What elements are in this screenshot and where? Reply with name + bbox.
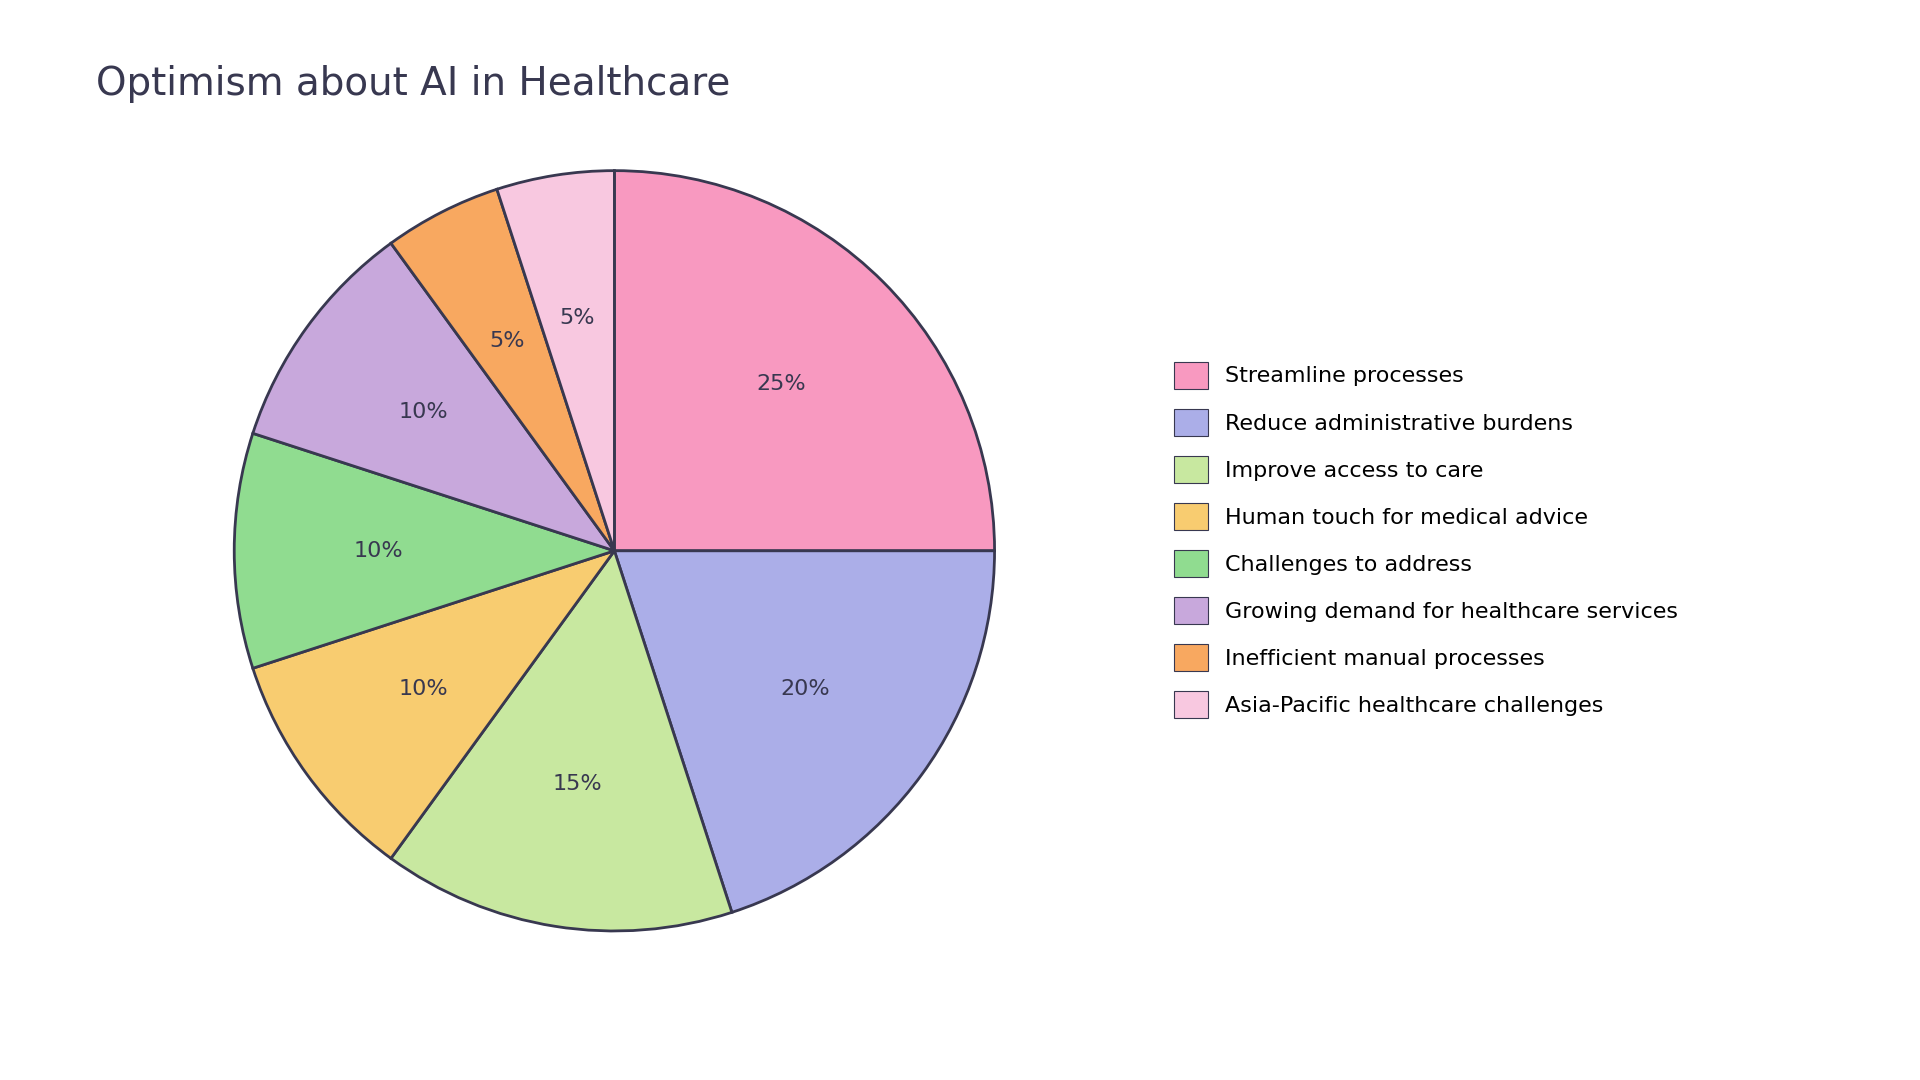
Text: 10%: 10% xyxy=(353,541,403,561)
Text: 10%: 10% xyxy=(399,402,449,422)
Text: 20%: 20% xyxy=(780,679,829,700)
Text: 10%: 10% xyxy=(399,679,449,700)
Wedge shape xyxy=(614,171,995,551)
Wedge shape xyxy=(392,551,732,931)
Text: 5%: 5% xyxy=(561,308,595,328)
Wedge shape xyxy=(253,243,614,551)
Wedge shape xyxy=(614,551,995,913)
Wedge shape xyxy=(497,171,614,551)
Text: 15%: 15% xyxy=(553,773,603,794)
Wedge shape xyxy=(253,551,614,859)
Text: Optimism about AI in Healthcare: Optimism about AI in Healthcare xyxy=(96,65,730,103)
Wedge shape xyxy=(234,433,614,669)
Text: 5%: 5% xyxy=(490,330,526,351)
Text: 25%: 25% xyxy=(756,374,806,394)
Legend: Streamline processes, Reduce administrative burdens, Improve access to care, Hum: Streamline processes, Reduce administrat… xyxy=(1164,350,1690,730)
Wedge shape xyxy=(392,189,614,551)
